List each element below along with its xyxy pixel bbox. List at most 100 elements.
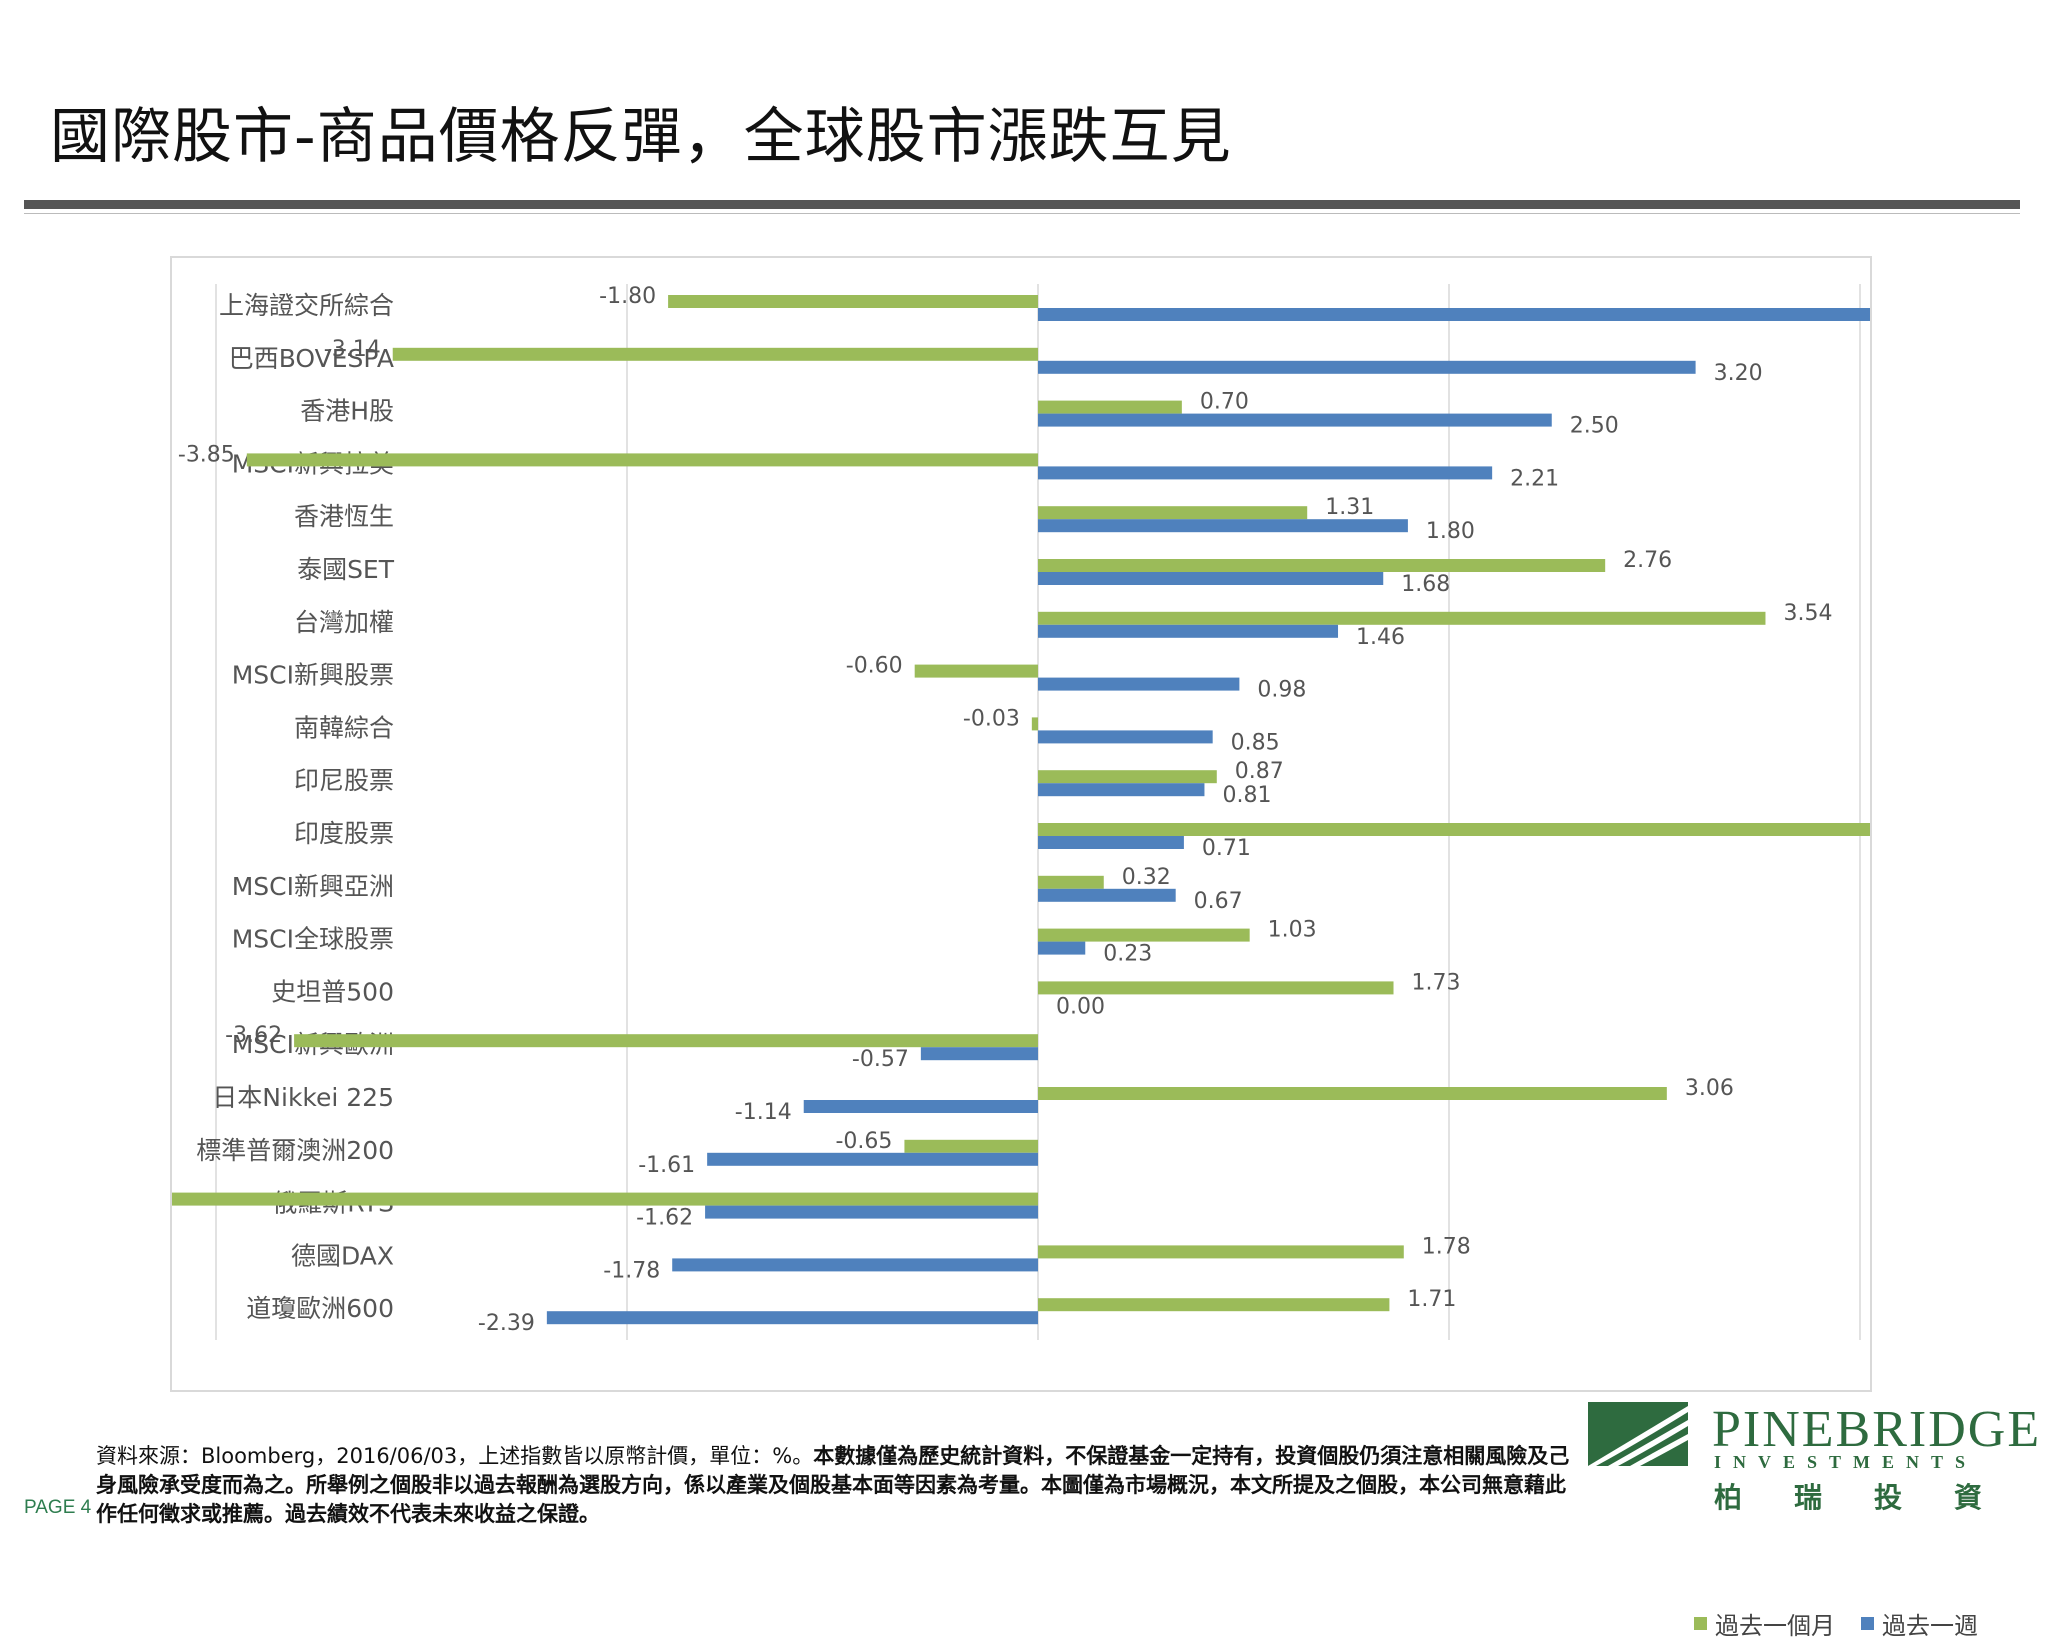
bar-week — [672, 1258, 1038, 1272]
legend-swatch-month — [1694, 1617, 1707, 1630]
bar-week — [1038, 360, 1696, 374]
page-title: 國際股市-商品價格反彈，全球股市漲跌互見 — [50, 102, 1232, 172]
logo-chinese: 柏瑞投資 — [1714, 1481, 2035, 1514]
data-label-week: 1.46 — [1356, 625, 1405, 650]
category-label: MSCI新興股票 — [232, 661, 394, 690]
data-label-month: 1.03 — [1268, 918, 1317, 943]
legend-item-month: 過去一個月 — [1694, 1606, 1835, 1641]
category-label: 標準普爾澳洲200 — [196, 1136, 394, 1165]
category-label: 印度股票 — [294, 819, 394, 848]
bar-week — [707, 1152, 1038, 1166]
data-label-week: 3.20 — [1714, 361, 1763, 386]
data-label-week: -0.57 — [852, 1047, 909, 1072]
data-label-month: -0.65 — [835, 1129, 892, 1154]
bar-month — [392, 347, 1038, 361]
data-label-week: 0.85 — [1231, 730, 1280, 755]
data-label-week: 2.21 — [1510, 466, 1559, 491]
bar-chart: 上海證交所綜合-1.804.17巴西BOVESPA-3.143.20香港H股0.… — [172, 284, 1870, 1340]
logo-mark-icon — [1588, 1402, 1688, 1466]
data-label-month: 0.87 — [1235, 759, 1284, 784]
logo-subtitle: INVESTMENTS — [1714, 1452, 1978, 1472]
data-label-month: 1.71 — [1407, 1287, 1456, 1312]
category-label: 台灣加權 — [294, 608, 394, 637]
category-label: 香港H股 — [300, 397, 394, 426]
data-label-month: 1.73 — [1412, 970, 1461, 995]
bar-month — [246, 453, 1038, 467]
bar-week — [1038, 308, 1870, 321]
data-label-month: -3.85 — [178, 442, 235, 467]
bar-month — [1038, 875, 1104, 889]
bar-month — [1038, 400, 1182, 414]
category-label: MSCI全球股票 — [232, 925, 394, 954]
data-label-week: 1.80 — [1426, 519, 1475, 544]
data-label-month: -3.62 — [225, 1023, 282, 1048]
bar-month — [1038, 1087, 1667, 1100]
category-label: 印尼股票 — [294, 766, 394, 795]
bar-month — [914, 664, 1038, 678]
bar-month — [1038, 611, 1766, 625]
legend-label-month: 過去一個月 — [1715, 1612, 1835, 1640]
bar-week — [1038, 677, 1240, 691]
category-label: MSCI新興亞洲 — [232, 872, 394, 901]
bar-month — [1038, 823, 1870, 836]
data-label-week: -1.61 — [638, 1153, 695, 1178]
data-label-month: 0.70 — [1200, 390, 1249, 415]
title-divider — [24, 200, 2020, 209]
category-label: 巴西BOVESPA — [229, 344, 394, 373]
page-number: PAGE 4 — [24, 1497, 92, 1518]
bar-month — [172, 1192, 1039, 1206]
bar-month — [294, 1034, 1039, 1048]
bar-week — [803, 1100, 1038, 1113]
bar-week — [1038, 624, 1339, 638]
data-label-month: -0.60 — [846, 654, 903, 679]
legend-label-week: 過去一週 — [1882, 1612, 1978, 1640]
data-label-week: -1.14 — [735, 1100, 792, 1125]
data-label-month: 3.06 — [1685, 1076, 1734, 1101]
bar-week — [1038, 466, 1493, 480]
bar-month — [668, 295, 1038, 308]
bar-week — [705, 1205, 1038, 1219]
bar-month — [1038, 981, 1394, 995]
bar-week — [546, 1311, 1038, 1325]
bar-week — [1038, 836, 1184, 849]
bar-week — [1038, 519, 1408, 533]
footnote: 資料來源：Bloomberg，2016/06/03，上述指數皆以原幣計價，單位：… — [96, 1442, 1586, 1529]
chart-legend: 過去一個月 過去一週 — [1694, 1606, 2004, 1641]
data-label-month: 1.31 — [1325, 495, 1374, 520]
data-label-week: -1.62 — [636, 1206, 693, 1231]
data-label-month: -1.80 — [599, 284, 656, 309]
bar-month — [1038, 928, 1250, 942]
data-label-week: 0.00 — [1056, 994, 1105, 1019]
data-label-week: 0.81 — [1222, 783, 1271, 808]
data-label-month: -3.14 — [324, 337, 381, 362]
data-label-month: 3.54 — [1783, 601, 1832, 626]
bar-week — [1038, 572, 1384, 585]
data-label-week: -1.78 — [603, 1258, 660, 1283]
category-label: 史坦普500 — [271, 977, 394, 1006]
chart-panel: 上海證交所綜合-1.804.17巴西BOVESPA-3.143.20香港H股0.… — [170, 256, 1978, 1640]
data-label-month: -0.03 — [963, 706, 1020, 731]
bar-month — [1038, 1298, 1390, 1312]
bar-week — [920, 1047, 1038, 1061]
title-divider-thin — [24, 213, 2020, 214]
category-label: 南韓綜合 — [294, 713, 394, 742]
bar-week — [1038, 413, 1552, 427]
category-label: 泰國SET — [297, 555, 395, 584]
category-label: 香港恆生 — [294, 502, 394, 531]
logo-name: PINEBRIDGE — [1712, 1401, 2042, 1458]
bar-month — [1038, 1245, 1404, 1259]
bar-week — [1038, 783, 1205, 797]
category-label: 德國DAX — [291, 1241, 394, 1270]
data-label-month: 2.76 — [1623, 548, 1672, 573]
legend-swatch-week — [1861, 1617, 1874, 1630]
data-label-week: 1.68 — [1401, 572, 1450, 597]
data-label-week: 2.50 — [1570, 414, 1619, 439]
category-label: 日本Nikkei 225 — [212, 1083, 394, 1112]
footnote-disclaimer: 本數據僅為歷史統計資料，不保證基金一定持有，投資個股仍須注意相關風險及己身風險承… — [96, 1444, 1570, 1526]
data-label-week: 0.67 — [1194, 889, 1243, 914]
data-label-week: -2.39 — [478, 1311, 535, 1336]
data-label-week: 0.98 — [1257, 678, 1306, 703]
category-label: 上海證交所綜合 — [219, 291, 394, 320]
category-label: 道瓊歐洲600 — [246, 1294, 394, 1323]
bar-week — [1038, 888, 1176, 902]
